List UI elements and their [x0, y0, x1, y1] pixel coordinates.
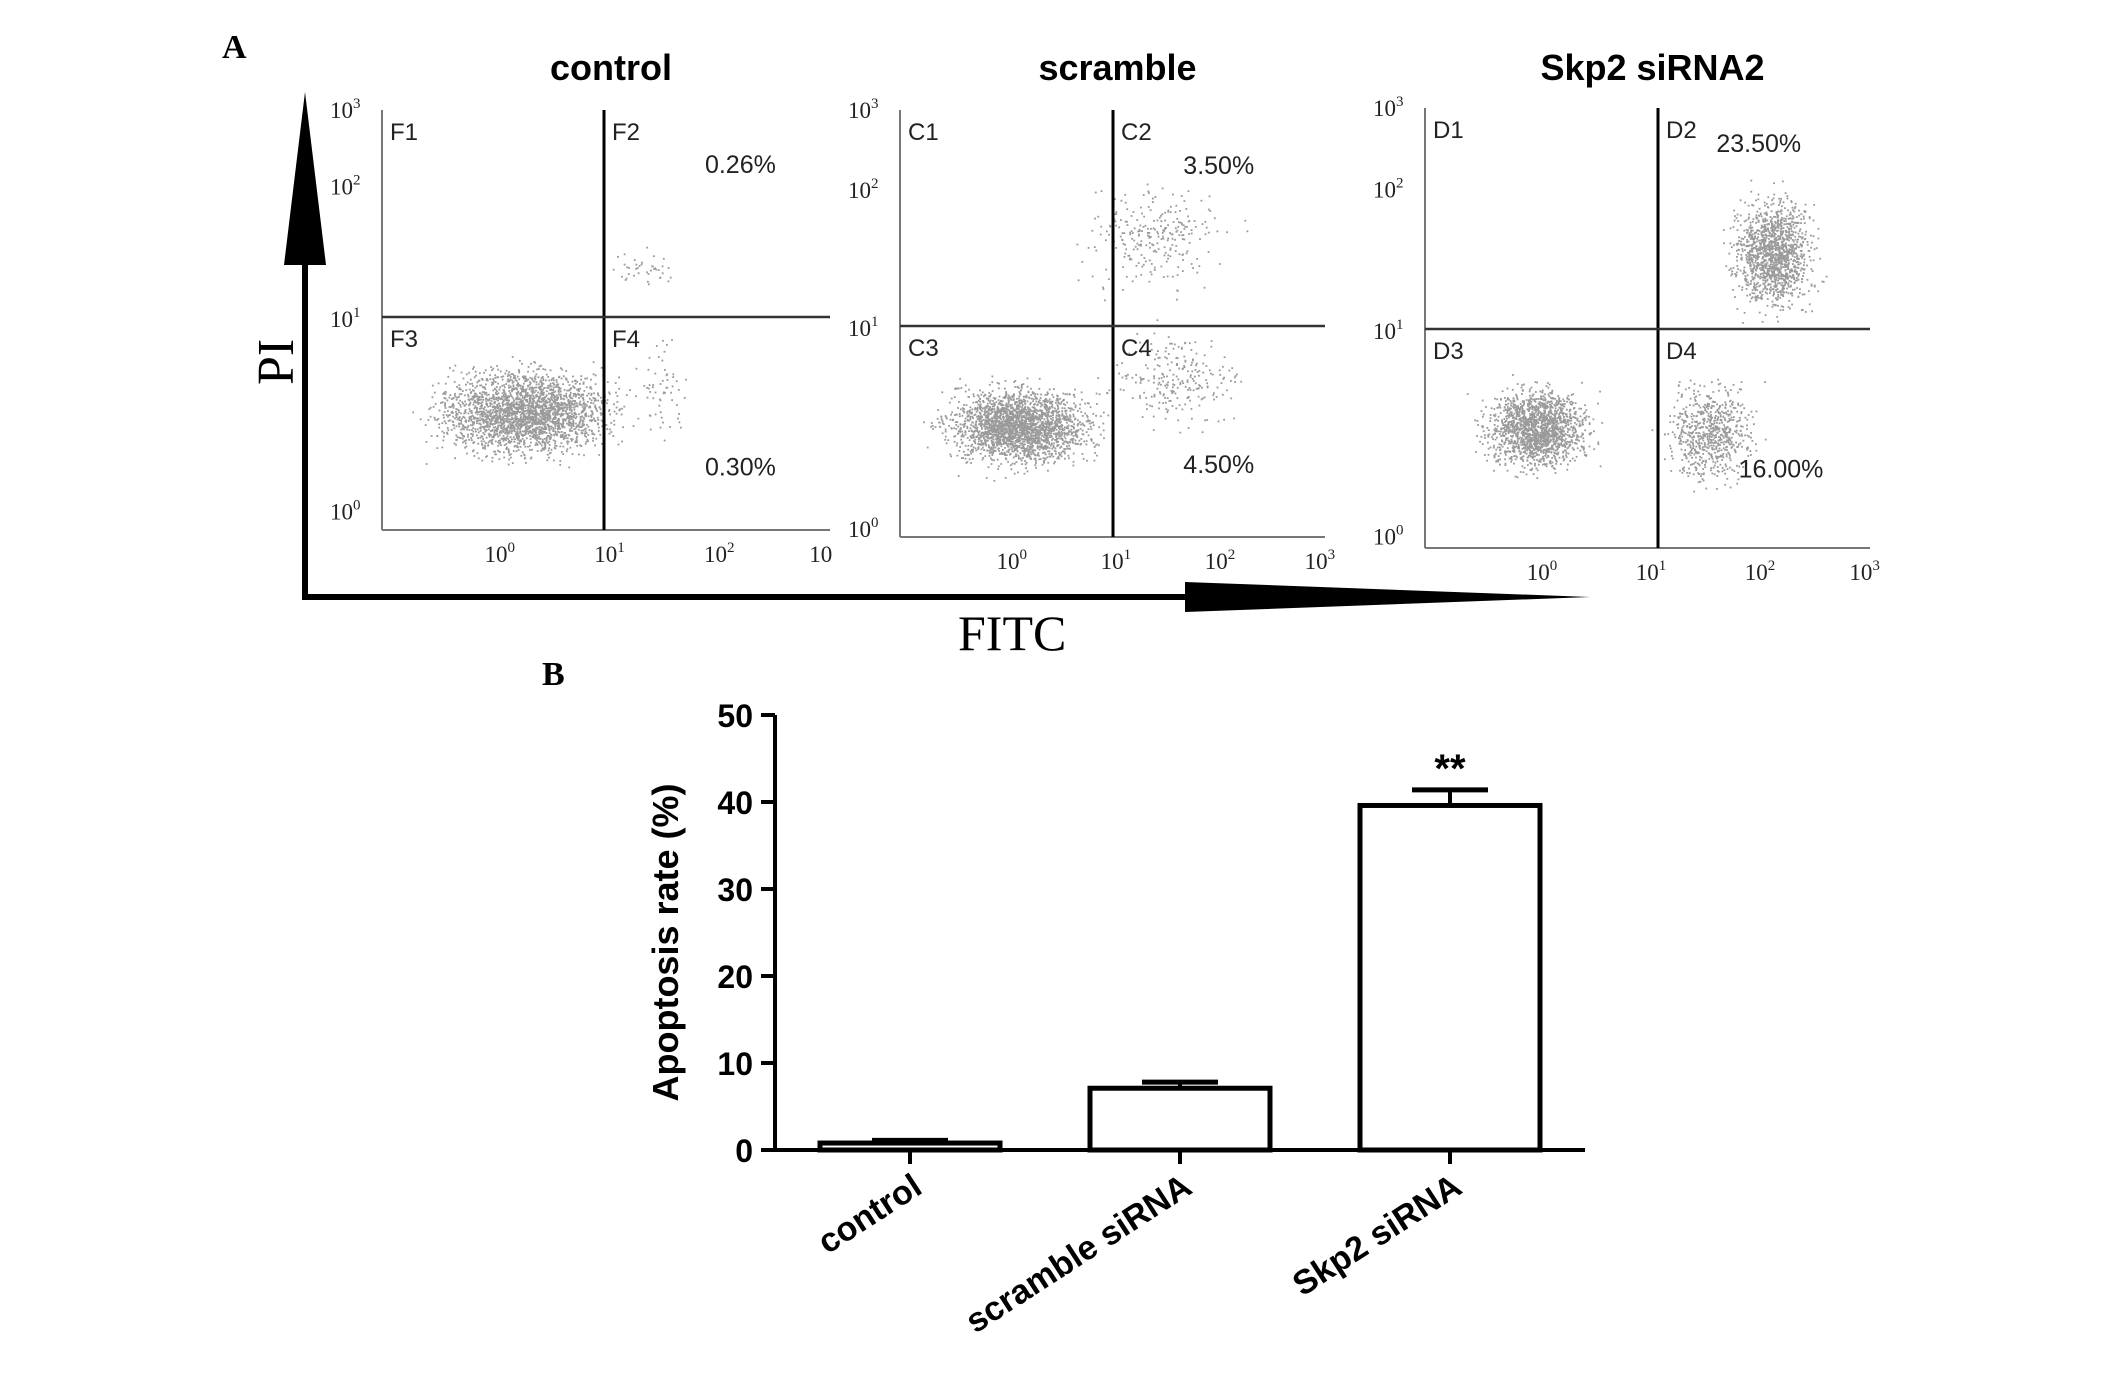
y-tick-label: 103: [330, 96, 361, 123]
x-axis-title-fitc: FITC: [958, 605, 1066, 661]
x-category-label: scramble siRNA: [959, 1167, 1198, 1341]
x-tick-label: 101: [594, 540, 625, 567]
quadrant-label: D4: [1666, 338, 1697, 365]
y-tick-label: 101: [848, 314, 879, 341]
flow-cytometry-plots: control F1 F2 F3 F4 0.26% 0.30% 103 102 101 100 100…: [330, 47, 1880, 585]
lower-right-percent: 16.00%: [1739, 456, 1824, 484]
x-tick-label: 101: [1101, 547, 1132, 574]
x-tick-label: 101: [1636, 558, 1667, 585]
quadrant-label: D2: [1666, 117, 1697, 144]
x-tick-label: 100: [484, 540, 514, 567]
flow-plot-1: control F1 F2 F3 F4 0.26% 0.30% 103 102 101 100 100…: [330, 47, 832, 567]
bar: [1087, 1085, 1273, 1153]
event-dots: [923, 183, 1249, 482]
y-tick-label: 102: [848, 176, 879, 203]
y-axis-title: Apoptosis rate (%): [645, 783, 686, 1101]
flow-plot-title: control: [550, 47, 672, 88]
x-tick-label: 102: [704, 540, 735, 567]
x-tick-label: 103: [1849, 558, 1880, 585]
y-tick-label: 103: [1373, 94, 1404, 121]
significance-label: **: [1434, 747, 1466, 791]
apoptosis-bar-chart: 0 10 20 30 40 50 Apoptosis rate (%) control scra…: [645, 698, 1585, 1341]
flow-plot-2: scramble C1 C2 C3 C4 3.50% 4.50% 103 102 101 100 10…: [848, 47, 1335, 574]
event-dots: [1466, 179, 1828, 493]
quadrant-label: C4: [1121, 335, 1152, 362]
y-tick-label: 100: [1373, 523, 1404, 550]
lower-right-percent: 0.30%: [705, 453, 776, 481]
quadrant-label: F3: [390, 326, 418, 353]
x-tick-label: 102: [1745, 558, 1776, 585]
panel-b-label: B: [542, 656, 565, 693]
x-category-label: control: [811, 1167, 928, 1262]
lower-right-percent: 4.50%: [1183, 451, 1254, 479]
flow-plot-title: Skp2 siRNA2: [1540, 47, 1764, 88]
y-tick-label: 101: [330, 305, 361, 332]
y-tick-label: 100: [330, 498, 361, 525]
quadrant-label: F4: [612, 326, 640, 353]
y-axis-title-pi: PI: [248, 339, 305, 385]
bar: [1357, 802, 1543, 1153]
x-tick-label: 100: [997, 547, 1028, 574]
upper-right-percent: 0.26%: [705, 151, 776, 179]
bar: [817, 1140, 1003, 1153]
flow-plot-3: Skp2 siRNA2 D1 D2 D3 D4 23.50% 16.00% 103 102 101…: [1373, 47, 1880, 585]
y-tick-label: 102: [330, 173, 361, 200]
y-tick-label: 30: [717, 872, 753, 908]
y-tick-label: 0: [735, 1133, 753, 1169]
x-tick-label: 102: [1205, 547, 1236, 574]
quadrant-label: C3: [908, 335, 939, 362]
y-tick-label: 50: [717, 698, 753, 734]
quadrant-label: D1: [1433, 117, 1464, 144]
y-tick-label: 20: [717, 959, 753, 995]
x-category-label: Skp2 siRNA: [1286, 1167, 1468, 1304]
quadrant-label: F2: [612, 119, 640, 146]
y-tick-label: 102: [1373, 176, 1404, 203]
big-axis-arrows: [284, 92, 1590, 612]
panel-a-label: A: [222, 29, 247, 66]
flow-plot-title: scramble: [1038, 47, 1196, 88]
upper-right-percent: 3.50%: [1183, 152, 1254, 180]
y-tick-label: 40: [717, 785, 753, 821]
quadrant-label: C2: [1121, 119, 1152, 146]
upper-right-percent: 23.50%: [1716, 130, 1801, 158]
x-tick-label: 100: [1527, 558, 1558, 585]
x-tick-label: 103: [1305, 547, 1336, 574]
quadrant-label: C1: [908, 119, 939, 146]
quadrant-label: D3: [1433, 338, 1464, 365]
quadrant-label: F1: [390, 119, 418, 146]
y-tick-label: 10: [717, 1046, 753, 1082]
y-tick-label: 101: [1373, 317, 1404, 344]
x-tick-label: 10: [809, 542, 832, 567]
y-tick-label: 100: [848, 515, 879, 542]
y-tick-label: 103: [848, 96, 879, 123]
event-dots: [412, 246, 687, 469]
